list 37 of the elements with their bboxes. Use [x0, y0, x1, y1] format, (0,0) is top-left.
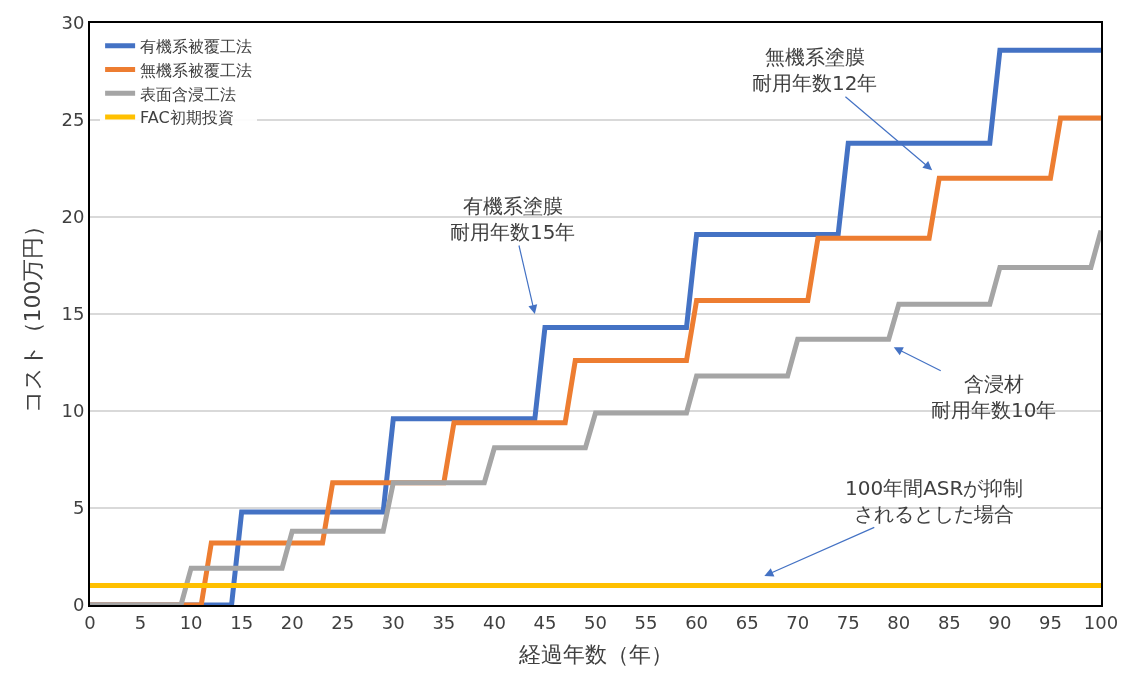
x-tick-label: 15 [230, 611, 254, 633]
y-tick-label: 0 [72, 594, 85, 616]
annotation: 有機系塗膜耐用年数15年 [450, 194, 576, 244]
x-tick-label: 25 [331, 611, 355, 633]
x-tick-label: 60 [685, 611, 709, 633]
x-tick-label: 85 [937, 611, 961, 633]
x-tick-label: 90 [988, 611, 1012, 633]
legend-label: 表面含浸工法 [140, 84, 237, 104]
y-tick-label: 20 [61, 206, 85, 228]
y-tick-label: 10 [61, 400, 85, 422]
x-tick-label: 50 [584, 611, 607, 633]
x-tick-label: 75 [836, 611, 860, 633]
annotation: 無機系塗膜耐用年数12年 [752, 45, 878, 95]
legend-label: 有機系被覆工法 [140, 36, 253, 56]
x-tick-label: 20 [280, 611, 304, 633]
y-tick-label: 25 [61, 109, 85, 131]
x-tick-label: 10 [179, 611, 203, 633]
y-tick-label: 30 [61, 12, 85, 34]
legend-label: FAC初期投資 [140, 108, 234, 128]
x-tick-label: 30 [381, 611, 405, 633]
x-tick-label: 5 [134, 611, 147, 633]
x-tick-label: 65 [735, 611, 759, 633]
x-tick-label: 95 [1039, 611, 1062, 633]
y-axis-title: コスト（100万円） [19, 214, 45, 414]
x-tick-label: 35 [432, 611, 456, 633]
x-tick-label: 55 [634, 611, 658, 633]
x-axis-title: 経過年数（年） [517, 642, 673, 667]
x-tick-label: 40 [482, 611, 506, 633]
x-tick-label: 100 [1083, 611, 1119, 633]
x-tick-label: 45 [533, 611, 557, 633]
x-tick-label: 80 [887, 611, 911, 633]
legend-label: 無機系被覆工法 [140, 60, 253, 80]
y-tick-label: 15 [61, 303, 85, 325]
annotation: 含浸材耐用年数10年 [931, 372, 1057, 422]
annotation: 100年間ASRが抑制されるとした場合 [845, 476, 1024, 526]
x-tick-label: 70 [786, 611, 810, 633]
y-tick-label: 5 [72, 497, 85, 519]
